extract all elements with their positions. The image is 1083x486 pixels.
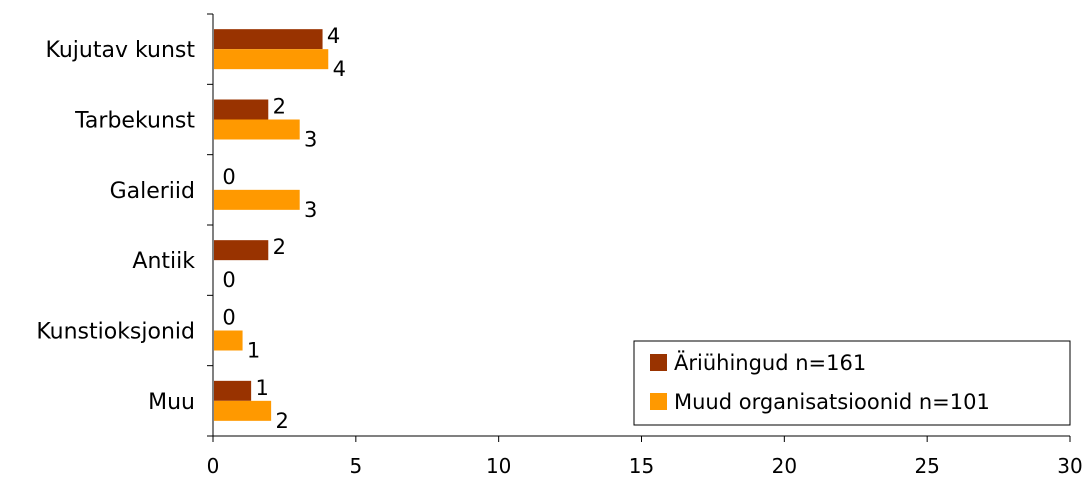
bar (214, 99, 269, 120)
data-label: 0 (222, 268, 235, 292)
data-label: 3 (304, 128, 317, 152)
data-label: 1 (247, 339, 260, 363)
data-label: 0 (222, 165, 235, 189)
x-tick-label: 30 (1057, 454, 1082, 478)
x-tick-label: 15 (629, 454, 654, 478)
bars (214, 29, 329, 421)
bar (214, 49, 329, 70)
bar (214, 330, 243, 351)
bar (214, 29, 323, 50)
legend-label: Muud organisatsioonid n=101 (674, 390, 990, 414)
data-label: 2 (273, 235, 286, 259)
bar (214, 240, 269, 261)
category-label: Tarbekunst (74, 109, 195, 134)
data-label: 2 (273, 95, 286, 119)
x-tick-label: 10 (486, 454, 511, 478)
category-label: Galeriid (110, 179, 195, 204)
bar (214, 189, 300, 210)
data-label: 4 (327, 24, 340, 48)
x-tick-label: 0 (207, 454, 220, 478)
category-label: Antiik (132, 249, 195, 274)
category-label: Kunstioksjonid (36, 320, 195, 345)
bar (214, 380, 252, 401)
x-tick-label: 25 (914, 454, 939, 478)
data-label: 4 (333, 57, 346, 81)
legend-box (633, 340, 1071, 426)
legend-label: Äriühingud n=161 (674, 350, 866, 375)
category-label: Kujutav kunst (46, 38, 196, 63)
data-label: 1 (255, 376, 268, 400)
category-label: Muu (148, 390, 195, 415)
data-label: 2 (275, 409, 288, 433)
data-label: 3 (304, 198, 317, 222)
data-label: 0 (222, 306, 235, 330)
bar (214, 119, 300, 140)
legend-swatch (650, 354, 667, 371)
x-tick-label: 20 (772, 454, 797, 478)
x-tick-label: 5 (349, 454, 362, 478)
legend-swatch (650, 393, 667, 410)
legend: Äriühingud n=161 Muud organisatsioonid n=… (633, 340, 1071, 426)
bar (214, 400, 272, 421)
